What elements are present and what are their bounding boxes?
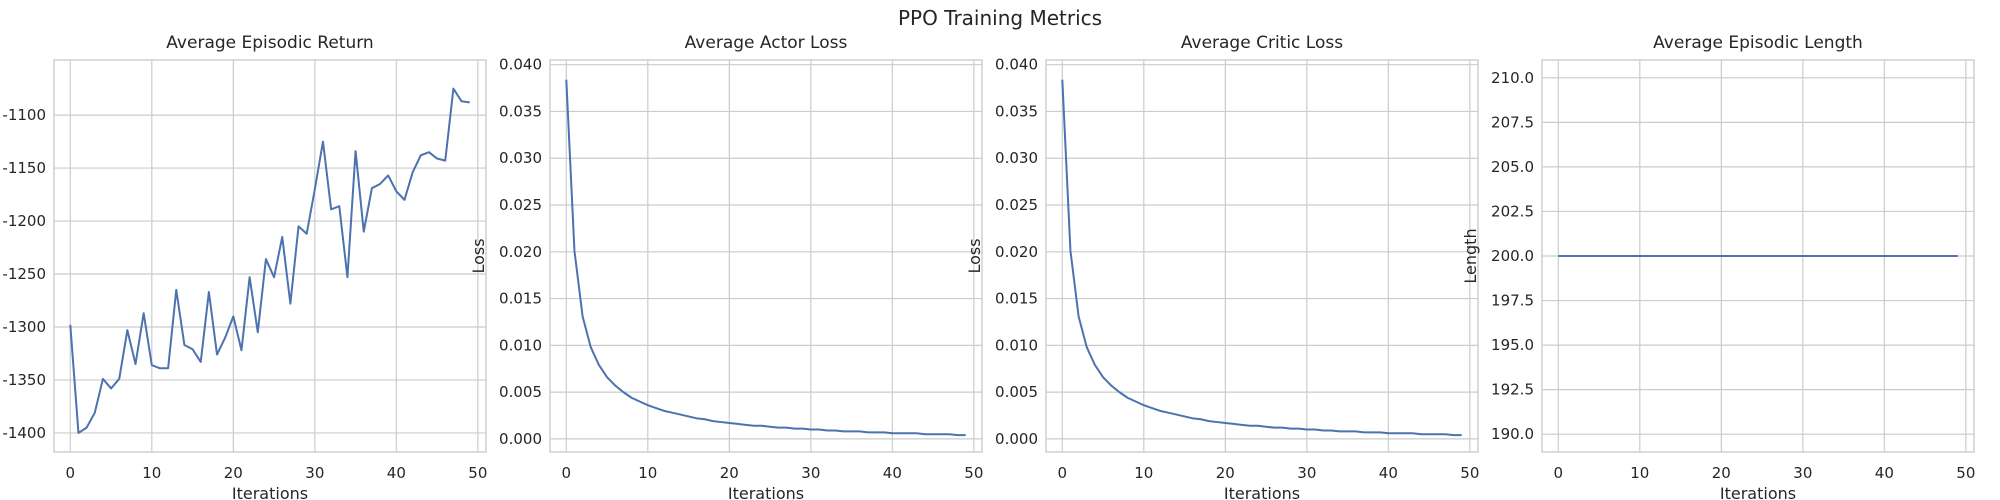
y-tick-label: 0.030 [995, 149, 1038, 167]
y-tick-label: 0.040 [995, 56, 1038, 74]
x-tick-label: 40 [387, 464, 406, 482]
series-line [1061, 79, 1462, 437]
x-tick-label: 50 [1956, 464, 1975, 482]
x-tick-label: 0 [562, 464, 572, 482]
chart-panels: 0 10 20 30 40 50 -1400 -1350 -1300 -1250 -1200 -115… [2, 33, 1975, 500]
y-tick-label: -1150 [2, 159, 46, 177]
x-tick-label: 50 [1460, 464, 1479, 482]
x-tick-label: 20 [224, 464, 243, 482]
x-tick-label: 10 [1630, 464, 1649, 482]
x-tick-label: 0 [66, 464, 76, 482]
chart-title: Average Actor Loss [685, 33, 848, 53]
y-tick-label: 0.005 [995, 383, 1038, 401]
x-axis-label: Iterations [728, 484, 804, 500]
x-axis-label: Iterations [1720, 484, 1796, 500]
x-tick-label: 0 [1058, 464, 1068, 482]
y-tick-label: 202.5 [1491, 202, 1534, 220]
y-tick-label: 0.020 [995, 243, 1038, 261]
y-tick-label: 197.5 [1491, 292, 1534, 310]
y-tick-label: 0.005 [499, 383, 542, 401]
x-tick-label: 40 [1875, 464, 1894, 482]
y-tick-label: 0.025 [995, 196, 1038, 214]
y-tick-label: 200.0 [1491, 247, 1534, 265]
y-tick-label: 0.020 [499, 243, 542, 261]
x-tick-label: 30 [305, 464, 324, 482]
y-tick-label: 0.025 [499, 196, 542, 214]
x-tick-label: 0 [1554, 464, 1564, 482]
y-tick-label: 0.035 [995, 102, 1038, 120]
chart-title: Average Episodic Length [1653, 33, 1863, 53]
y-tick-label: -1300 [2, 318, 46, 336]
x-tick-label: 40 [883, 464, 902, 482]
y-tick-label: 210.0 [1491, 69, 1534, 87]
series-line [69, 87, 470, 434]
chart-title: Average Episodic Return [166, 33, 373, 53]
y-tick-label: 0.035 [499, 102, 542, 120]
y-tick-label: 0.015 [995, 290, 1038, 308]
x-tick-label: 10 [638, 464, 657, 482]
y-tick-label: 195.0 [1491, 336, 1534, 354]
y-tick-label: 0.000 [995, 430, 1038, 448]
y-tick-label: 0.040 [499, 56, 542, 74]
y-axis-label: Loss [965, 238, 984, 273]
y-tick-label: 207.5 [1491, 113, 1534, 131]
x-tick-label: 30 [1793, 464, 1812, 482]
series-line [565, 79, 966, 437]
chart-title: Average Critic Loss [1181, 33, 1343, 53]
y-tick-label: 190.0 [1491, 425, 1534, 443]
figure-title: PPO Training Metrics [898, 6, 1102, 30]
x-tick-label: 50 [468, 464, 487, 482]
y-tick-label: 192.5 [1491, 381, 1534, 399]
y-tick-label: -1350 [2, 371, 46, 389]
chart-panel-3: 0 10 20 30 40 50 0.000 0.005 0.010 0.015 0.020 0.02… [965, 33, 1479, 500]
x-tick-label: 20 [1712, 464, 1731, 482]
y-axis-label: Loss [469, 238, 488, 273]
plot-area [549, 59, 983, 453]
chart-panel-4: 0 10 20 30 40 50 190.0 192.5 195.0 197.5 200.0 202.… [1461, 33, 1975, 500]
y-tick-label: -1400 [2, 424, 46, 442]
y-tick-label: 205.0 [1491, 158, 1534, 176]
plot-area [53, 59, 487, 453]
plot-area [1045, 59, 1479, 453]
y-tick-label: 0.015 [499, 290, 542, 308]
y-tick-label: 0.030 [499, 149, 542, 167]
x-tick-label: 50 [964, 464, 983, 482]
x-tick-label: 30 [1297, 464, 1316, 482]
chart-panel-2: 0 10 20 30 40 50 0.000 0.005 0.010 0.015 0.020 0.02… [469, 33, 983, 500]
y-tick-label: 0.000 [499, 430, 542, 448]
x-axis-label: Iterations [232, 484, 308, 500]
y-tick-label: -1100 [2, 106, 46, 124]
x-axis-label: Iterations [1224, 484, 1300, 500]
x-tick-label: 20 [1216, 464, 1235, 482]
x-tick-label: 10 [142, 464, 161, 482]
x-tick-label: 30 [801, 464, 820, 482]
y-tick-label: -1200 [2, 212, 46, 230]
y-tick-label: 0.010 [995, 336, 1038, 354]
x-tick-label: 40 [1379, 464, 1398, 482]
y-tick-label: 0.010 [499, 336, 542, 354]
y-axis-label: Length [1461, 228, 1480, 283]
x-tick-label: 20 [720, 464, 739, 482]
chart-panel-1: 0 10 20 30 40 50 -1400 -1350 -1300 -1250 -1200 -115… [2, 33, 487, 500]
x-tick-label: 10 [1134, 464, 1153, 482]
y-tick-label: -1250 [2, 265, 46, 283]
